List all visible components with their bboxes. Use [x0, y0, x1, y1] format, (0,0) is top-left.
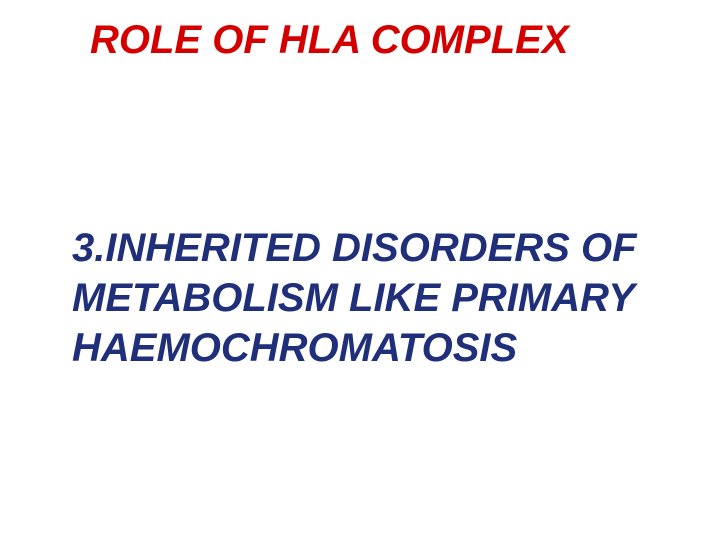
slide-body-text: 3.INHERITED DISORDERS OF METABOLISM LIKE… — [72, 223, 662, 373]
slide-title: ROLE OF HLA COMPLEX — [90, 18, 569, 63]
